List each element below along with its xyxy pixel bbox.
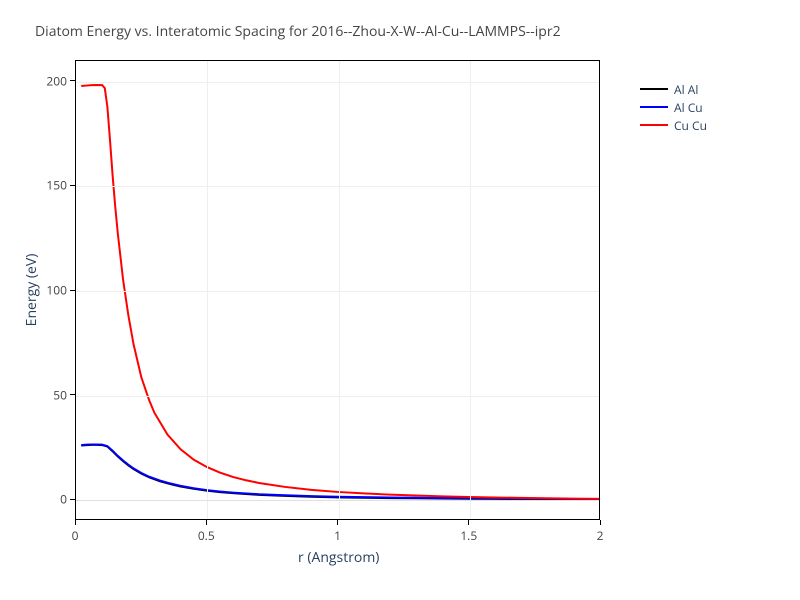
chart-title: Diatom Energy vs. Interatomic Spacing fo… bbox=[35, 22, 561, 41]
tick-mark-y bbox=[70, 185, 75, 186]
y-tick-label: 150 bbox=[41, 177, 67, 194]
legend-swatch bbox=[640, 88, 668, 90]
tick-mark-y bbox=[70, 80, 75, 81]
tick-mark-x bbox=[75, 520, 76, 525]
legend-item[interactable]: Al Al bbox=[640, 80, 707, 98]
x-tick-label: 0.5 bbox=[198, 527, 215, 544]
grid-line-h bbox=[76, 186, 599, 187]
grid-line-v bbox=[207, 61, 208, 519]
legend-label: Al Cu bbox=[674, 99, 703, 116]
y-tick-label: 0 bbox=[41, 491, 67, 508]
grid-line-h bbox=[76, 291, 599, 292]
legend-item[interactable]: Cu Cu bbox=[640, 116, 707, 134]
x-tick-label: 0 bbox=[72, 527, 79, 544]
x-tick-label: 1 bbox=[334, 527, 341, 544]
plot-area bbox=[75, 60, 600, 520]
x-axis-label: r (Angstrom) bbox=[298, 548, 379, 567]
grid-line-h bbox=[76, 396, 599, 397]
legend-label: Cu Cu bbox=[674, 117, 707, 134]
y-tick-label: 200 bbox=[41, 72, 67, 89]
legend-item[interactable]: Al Cu bbox=[640, 98, 707, 116]
tick-mark-y bbox=[70, 394, 75, 395]
tick-mark-x bbox=[468, 520, 469, 525]
series-line bbox=[81, 444, 599, 499]
tick-mark-x bbox=[206, 520, 207, 525]
x-tick-label: 1.5 bbox=[460, 527, 477, 544]
x-tick-label: 2 bbox=[597, 527, 604, 544]
legend: Al AlAl CuCu Cu bbox=[640, 80, 707, 134]
tick-mark-x bbox=[600, 520, 601, 525]
zero-line bbox=[76, 500, 599, 501]
chart-curves bbox=[76, 61, 599, 519]
y-tick-label: 100 bbox=[41, 282, 67, 299]
grid-line-v bbox=[339, 61, 340, 519]
grid-line-v bbox=[470, 61, 471, 519]
tick-mark-x bbox=[337, 520, 338, 525]
y-axis-label: Energy (eV) bbox=[22, 254, 41, 327]
legend-label: Al Al bbox=[674, 81, 698, 98]
legend-swatch bbox=[640, 124, 668, 126]
grid-line-h bbox=[76, 82, 599, 83]
legend-swatch bbox=[640, 106, 668, 108]
tick-mark-y bbox=[70, 499, 75, 500]
y-tick-label: 50 bbox=[41, 386, 67, 403]
tick-mark-y bbox=[70, 290, 75, 291]
